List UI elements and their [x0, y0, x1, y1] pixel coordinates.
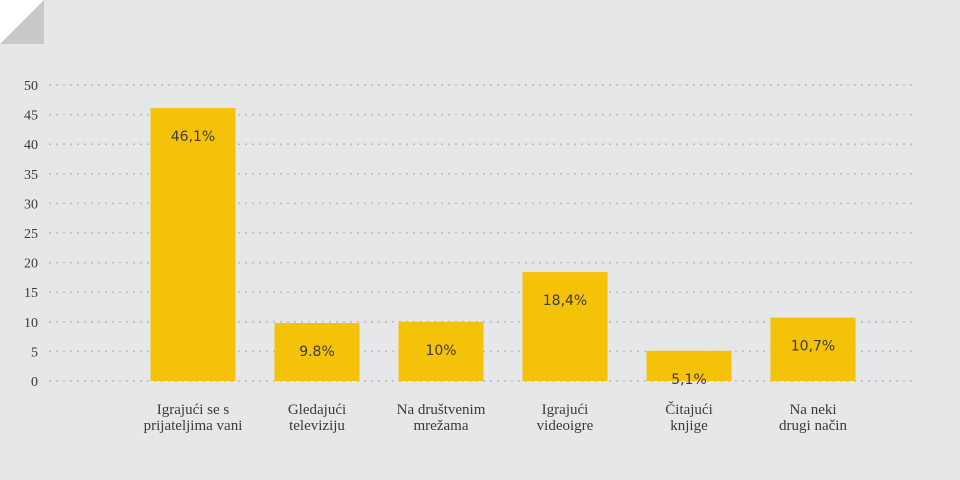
x-category-label-line: mrežama [414, 418, 469, 434]
x-category-label-line: knjige [670, 418, 708, 434]
data-label: 9.8% [299, 344, 335, 360]
x-category-label: Igrajući se s prijateljima vani [144, 402, 243, 434]
x-category-label: Na društvenim mrežama [397, 402, 486, 434]
data-label: 5,1% [671, 372, 707, 388]
y-tick-label: 45 [24, 109, 38, 124]
y-tick-label: 40 [24, 138, 38, 153]
data-label: 18,4% [543, 293, 587, 309]
bar [274, 322, 360, 381]
x-category-label: Na neki drugi način [779, 402, 847, 434]
x-category-label: Čitajući knjige [665, 401, 713, 434]
x-category-label-line: Na neki [789, 402, 836, 418]
x-category-label: Igrajući videoigre [537, 402, 594, 434]
bar [770, 317, 856, 381]
y-tick-label: 25 [24, 227, 38, 242]
x-category-label-line: televiziju [289, 418, 345, 434]
data-label: 10,7% [791, 339, 835, 355]
y-tick-label: 5 [31, 345, 38, 360]
x-category-label-line: prijateljima vani [144, 418, 243, 434]
y-tick-label: 30 [24, 197, 38, 212]
page-corner-fold-shadow [0, 0, 44, 44]
y-tick-label: 35 [24, 168, 38, 183]
x-category-label: Gledajući televiziju [288, 402, 346, 434]
x-category-label-line: videoigre [537, 418, 594, 434]
x-category-label-line: Igrajući [542, 402, 589, 418]
bar [398, 321, 484, 381]
bar [646, 350, 732, 381]
data-label: 46,1% [171, 129, 215, 145]
bars [150, 108, 856, 381]
y-tick-label: 10 [24, 316, 38, 331]
bar [150, 108, 236, 381]
y-tick-label: 0 [31, 375, 38, 390]
data-labels: 46,1% 9.8% 10% 18,4% 5,1% 10,7% [171, 129, 835, 388]
data-label: 10% [425, 343, 456, 359]
x-category-label-line: Gledajući [288, 402, 346, 418]
x-axis-labels: Igrajući se s prijateljima vani Gledajući t… [144, 401, 848, 434]
x-category-label-line: Na društvenim [397, 402, 486, 418]
bar [522, 272, 608, 381]
x-category-label-line: Igrajući se s [157, 402, 230, 418]
y-tick-label: 20 [24, 257, 38, 272]
x-category-label-line: drugi način [779, 418, 847, 434]
x-category-label-line: Čitajući [665, 401, 713, 418]
y-axis-ticks: 0 5 10 15 20 25 30 35 40 45 50 [24, 79, 38, 390]
y-tick-label: 50 [24, 79, 38, 94]
y-tick-label: 15 [24, 286, 38, 301]
